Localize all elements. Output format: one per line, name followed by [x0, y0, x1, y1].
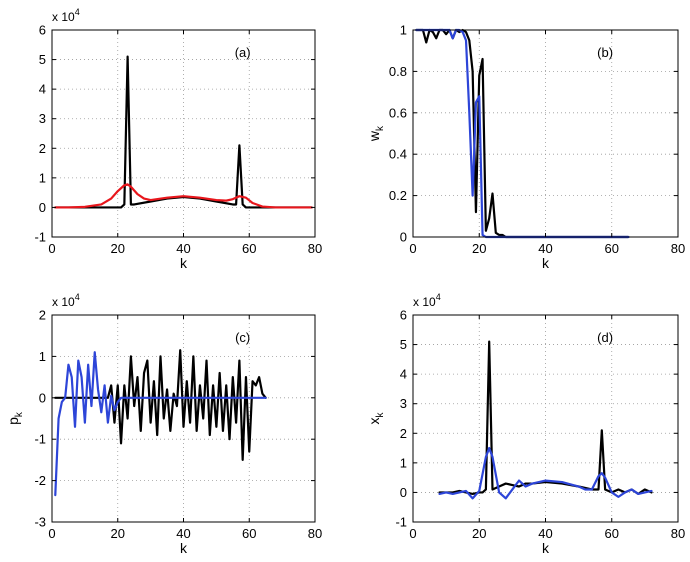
- y-tick-label: -3: [34, 515, 46, 530]
- y-axis-label-subscript: k: [14, 411, 25, 417]
- x-tick-label: 0: [48, 241, 55, 256]
- x-axis-label: k: [542, 255, 550, 271]
- y-tick-label: 0.6: [389, 105, 407, 120]
- series-black: [54, 349, 267, 461]
- y-axis-label-subscript: k: [375, 125, 386, 131]
- y-tick-label: 3: [39, 111, 46, 126]
- y-tick-label: 5: [39, 52, 46, 67]
- y-tick-label: 0.8: [389, 64, 407, 79]
- x-tick-label: 80: [671, 241, 685, 256]
- x-tick-label: 60: [605, 526, 619, 541]
- y-tick-label: 0: [39, 200, 46, 215]
- panel-label: (c): [235, 330, 250, 345]
- y-tick-label: 5: [400, 337, 407, 352]
- y-axis-label-main: x: [366, 418, 382, 425]
- panel-label: (d): [597, 330, 613, 345]
- x-tick-label: 60: [242, 526, 256, 541]
- y-tick-label: 0.2: [389, 188, 407, 203]
- x-tick-label: 60: [242, 241, 256, 256]
- plot-area: [413, 315, 678, 522]
- x-tick-label: 60: [605, 241, 619, 256]
- y-tick-label: -1: [395, 515, 407, 530]
- y-axis-label: pk: [5, 411, 25, 425]
- y-axis-label-main: w: [366, 130, 382, 142]
- y-tick-label: 4: [400, 367, 407, 382]
- x-tick-label: 20: [111, 526, 125, 541]
- y-tick-label: 1: [39, 170, 46, 185]
- y-tick-label: 0.4: [389, 147, 407, 162]
- y-tick-label: 1: [400, 23, 407, 38]
- axis-multiplier: x 104: [52, 292, 80, 309]
- axis-multiplier-base: x 10: [52, 295, 75, 309]
- y-tick-label: 2: [400, 426, 407, 441]
- x-tick-label: 0: [409, 241, 416, 256]
- axis-multiplier-exponent: 4: [436, 292, 441, 302]
- x-tick-label: 20: [472, 526, 486, 541]
- y-axis-label-subscript: k: [375, 412, 386, 418]
- axis-multiplier: x 104: [52, 7, 80, 24]
- y-tick-label: -2: [34, 473, 46, 488]
- y-tick-label: -1: [34, 230, 46, 245]
- x-tick-label: 40: [176, 526, 190, 541]
- y-tick-label: 2: [39, 308, 46, 323]
- x-tick-label: 0: [409, 526, 416, 541]
- y-tick-label: 0: [39, 390, 46, 405]
- y-axis-label: wk: [366, 125, 386, 142]
- x-tick-label: 80: [308, 241, 322, 256]
- series-blue: [438, 446, 653, 500]
- panel-label: (a): [235, 45, 251, 60]
- y-axis-label: xk: [366, 412, 386, 425]
- y-tick-label: 1: [39, 349, 46, 364]
- x-tick-label: 40: [538, 526, 552, 541]
- axis-multiplier-base: x 10: [52, 10, 75, 24]
- panel-label: (b): [597, 45, 613, 60]
- x-axis-label: k: [180, 255, 188, 271]
- y-tick-label: 6: [39, 23, 46, 38]
- axis-multiplier-exponent: 4: [75, 292, 80, 302]
- x-axis-label: k: [542, 540, 550, 556]
- axis-multiplier-base: x 10: [413, 295, 436, 309]
- x-tick-label: 40: [176, 241, 190, 256]
- y-axis-label-main: p: [5, 417, 21, 425]
- x-tick-label: 80: [308, 526, 322, 541]
- x-tick-label: 20: [111, 241, 125, 256]
- x-tick-label: 20: [472, 241, 486, 256]
- series-blue: [54, 351, 267, 497]
- axis-multiplier-exponent: 4: [75, 7, 80, 17]
- series-red: [54, 183, 313, 209]
- x-tick-label: 40: [538, 241, 552, 256]
- y-tick-label: -1: [34, 432, 46, 447]
- y-tick-label: 2: [39, 141, 46, 156]
- x-tick-label: 80: [671, 526, 685, 541]
- axis-multiplier: x 104: [413, 292, 441, 309]
- y-tick-label: 0: [400, 485, 407, 500]
- x-axis-label: k: [180, 540, 188, 556]
- y-tick-label: 1: [400, 455, 407, 470]
- plot-area: [413, 30, 678, 237]
- x-tick-label: 0: [48, 526, 55, 541]
- y-tick-label: 6: [400, 308, 407, 323]
- y-tick-label: 4: [39, 82, 46, 97]
- y-tick-label: 0: [400, 230, 407, 245]
- y-tick-label: 3: [400, 396, 407, 411]
